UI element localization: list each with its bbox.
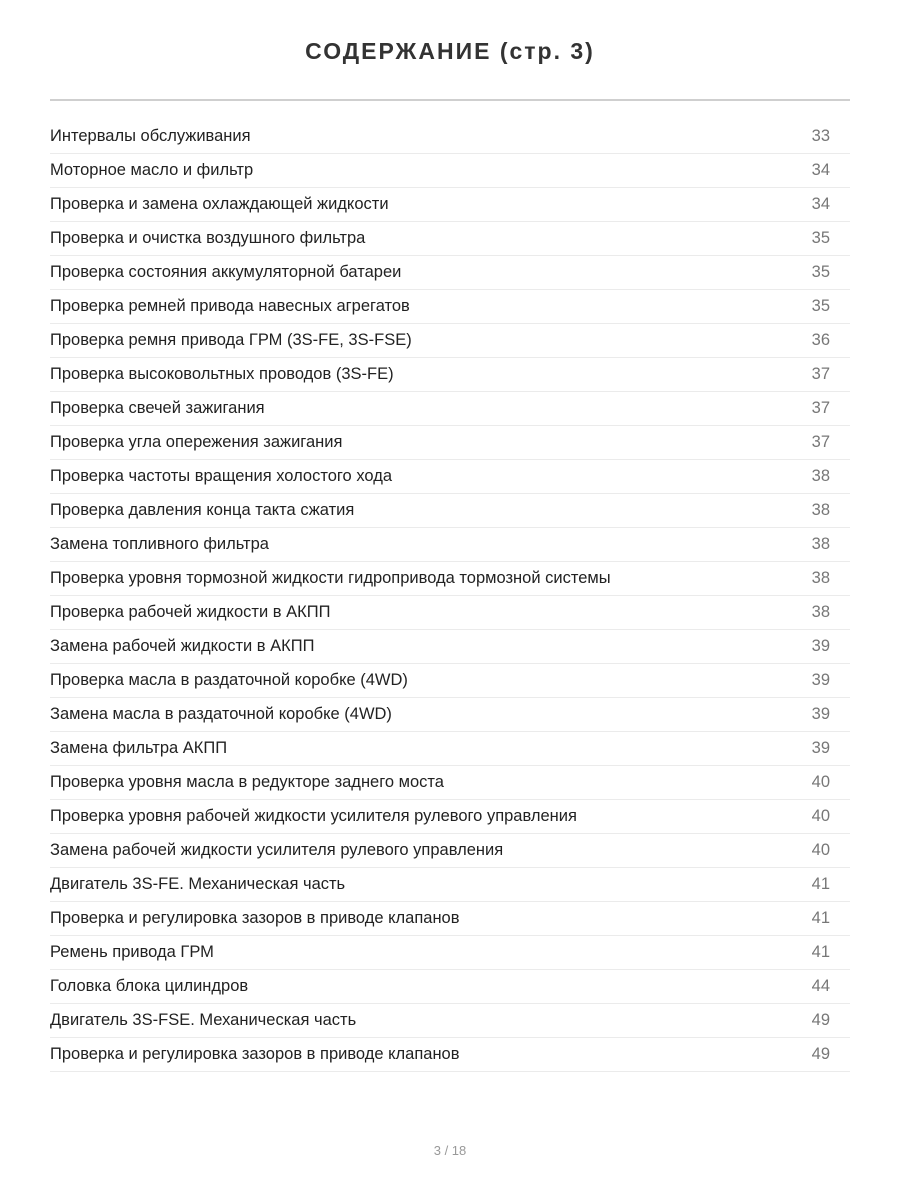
toc-entry-page-number: 37: [811, 433, 830, 451]
toc-entry-title: Моторное масло и фильтр: [50, 161, 254, 179]
toc-entry-title: Проверка уровня рабочей жидкости усилите…: [50, 807, 577, 825]
toc-entry-page-number: 44: [811, 977, 830, 995]
toc-entry-title: Проверка и очистка воздушного фильтра: [50, 229, 366, 247]
toc-entry[interactable]: Двигатель 3S-FSE. Механическая часть 49: [50, 1004, 850, 1038]
toc-entry-title: Проверка масла в раздаточной коробке (4W…: [50, 671, 408, 689]
toc-entry-title: Проверка ремней привода навесных агрегат…: [50, 297, 410, 315]
toc-entry-title: Ремень привода ГРМ: [50, 943, 214, 961]
toc-entry-page-number: 40: [811, 841, 830, 859]
toc-entry-page-number: 35: [811, 297, 830, 315]
toc-entry[interactable]: Замена топливного фильтра 38: [50, 528, 850, 562]
toc-entry-page-number: 41: [811, 909, 830, 927]
toc-entry-title: Интервалы обслуживания: [50, 127, 251, 145]
toc-entry[interactable]: Моторное масло и фильтр 34: [50, 154, 850, 188]
toc-entry[interactable]: Проверка и замена охлаждающей жидкости 34: [50, 188, 850, 222]
table-of-contents: Интервалы обслуживания 33 Моторное масло и…: [50, 120, 850, 1072]
toc-entry-page-number: 49: [811, 1045, 830, 1063]
toc-entry-page-number: 38: [811, 569, 830, 587]
toc-entry[interactable]: Проверка рабочей жидкости в АКПП 38: [50, 596, 850, 630]
toc-entry-title: Замена рабочей жидкости в АКПП: [50, 637, 315, 655]
toc-entry[interactable]: Проверка ремня привода ГРМ (3S-FE, 3S-FS…: [50, 324, 850, 358]
toc-entry-title: Проверка свечей зажигания: [50, 399, 265, 417]
toc-entry[interactable]: Проверка уровня масла в редукторе заднег…: [50, 766, 850, 800]
toc-entry-title: Проверка и регулировка зазоров в приводе…: [50, 909, 460, 927]
toc-entry-page-number: 38: [811, 467, 830, 485]
page-title: СОДЕРЖАНИЕ (стр. 3): [305, 38, 595, 64]
toc-entry[interactable]: Ремень привода ГРМ 41: [50, 936, 850, 970]
toc-entry[interactable]: Головка блока цилиндров 44: [50, 970, 850, 1004]
toc-entry-page-number: 38: [811, 535, 830, 553]
toc-entry-page-number: 37: [811, 365, 830, 383]
toc-entry-page-number: 36: [811, 331, 830, 349]
toc-entry-page-number: 39: [811, 671, 830, 689]
toc-entry-page-number: 39: [811, 739, 830, 757]
toc-entry-title: Проверка и регулировка зазоров в приводе…: [50, 1045, 460, 1063]
toc-entry[interactable]: Проверка свечей зажигания 37: [50, 392, 850, 426]
toc-entry-title: Замена рабочей жидкости усилителя рулево…: [50, 841, 504, 859]
toc-entry[interactable]: Двигатель 3S-FE. Механическая часть 41: [50, 868, 850, 902]
toc-entry[interactable]: Проверка и очистка воздушного фильтра 35: [50, 222, 850, 256]
toc-entry[interactable]: Замена масла в раздаточной коробке (4WD)…: [50, 698, 850, 732]
title-divider: [50, 99, 850, 101]
toc-entry-page-number: 35: [811, 263, 830, 281]
toc-entry-page-number: 33: [811, 127, 830, 145]
page-indicator: 3 / 18: [433, 1143, 467, 1158]
toc-entry-page-number: 40: [811, 807, 830, 825]
toc-entry-title: Проверка угла опережения зажигания: [50, 433, 343, 451]
toc-entry-title: Двигатель 3S-FSE. Механическая часть: [50, 1011, 357, 1029]
toc-entry-title: Проверка частоты вращения холостого хода: [50, 467, 392, 485]
toc-entry-page-number: 41: [811, 875, 830, 893]
toc-entry-page-number: 37: [811, 399, 830, 417]
toc-entry[interactable]: Интервалы обслуживания 33: [50, 120, 850, 154]
toc-entry-title: Замена фильтра АКПП: [50, 739, 228, 757]
toc-entry-title: Проверка давления конца такта сжатия: [50, 501, 355, 519]
toc-entry-title: Замена масла в раздаточной коробке (4WD): [50, 705, 392, 723]
toc-entry-title: Проверка уровня масла в редукторе заднег…: [50, 773, 444, 791]
toc-entry[interactable]: Замена рабочей жидкости усилителя рулево…: [50, 834, 850, 868]
toc-entry-title: Проверка ремня привода ГРМ (3S-FE, 3S-FS…: [50, 331, 412, 349]
toc-entry-page-number: 38: [811, 603, 830, 621]
toc-entry[interactable]: Проверка состояния аккумуляторной батаре…: [50, 256, 850, 290]
toc-entry[interactable]: Замена рабочей жидкости в АКПП 39: [50, 630, 850, 664]
toc-entry-title: Проверка высоковольтных проводов (3S-FE): [50, 365, 394, 383]
toc-entry[interactable]: Проверка и регулировка зазоров в приводе…: [50, 902, 850, 936]
toc-entry-page-number: 34: [811, 161, 830, 179]
toc-entry[interactable]: Проверка ремней привода навесных агрегат…: [50, 290, 850, 324]
toc-entry-title: Головка блока цилиндров: [50, 977, 249, 995]
toc-entry[interactable]: Замена фильтра АКПП 39: [50, 732, 850, 766]
toc-entry[interactable]: Проверка частоты вращения холостого хода…: [50, 460, 850, 494]
toc-entry[interactable]: Проверка уровня рабочей жидкости усилите…: [50, 800, 850, 834]
toc-entry[interactable]: Проверка высоковольтных проводов (3S-FE)…: [50, 358, 850, 392]
toc-entry-title: Проверка и замена охлаждающей жидкости: [50, 195, 389, 213]
toc-entry-title: Проверка состояния аккумуляторной батаре…: [50, 263, 402, 281]
toc-entry-title: Проверка уровня тормозной жидкости гидро…: [50, 569, 611, 587]
toc-entry[interactable]: Проверка уровня тормозной жидкости гидро…: [50, 562, 850, 596]
toc-entry-page-number: 49: [811, 1011, 830, 1029]
toc-entry-title: Проверка рабочей жидкости в АКПП: [50, 603, 331, 621]
toc-entry-page-number: 40: [811, 773, 830, 791]
toc-entry-title: Замена топливного фильтра: [50, 535, 269, 553]
toc-entry[interactable]: Проверка масла в раздаточной коробке (4W…: [50, 664, 850, 698]
toc-entry-page-number: 38: [811, 501, 830, 519]
toc-entry[interactable]: Проверка давления конца такта сжатия 38: [50, 494, 850, 528]
toc-entry[interactable]: Проверка угла опережения зажигания 37: [50, 426, 850, 460]
toc-entry-page-number: 39: [811, 637, 830, 655]
toc-entry-page-number: 35: [811, 229, 830, 247]
toc-entry-page-number: 39: [811, 705, 830, 723]
toc-entry-page-number: 41: [811, 943, 830, 961]
toc-entry-page-number: 34: [811, 195, 830, 213]
toc-entry-title: Двигатель 3S-FE. Механическая часть: [50, 875, 346, 893]
toc-entry[interactable]: Проверка и регулировка зазоров в приводе…: [50, 1038, 850, 1072]
